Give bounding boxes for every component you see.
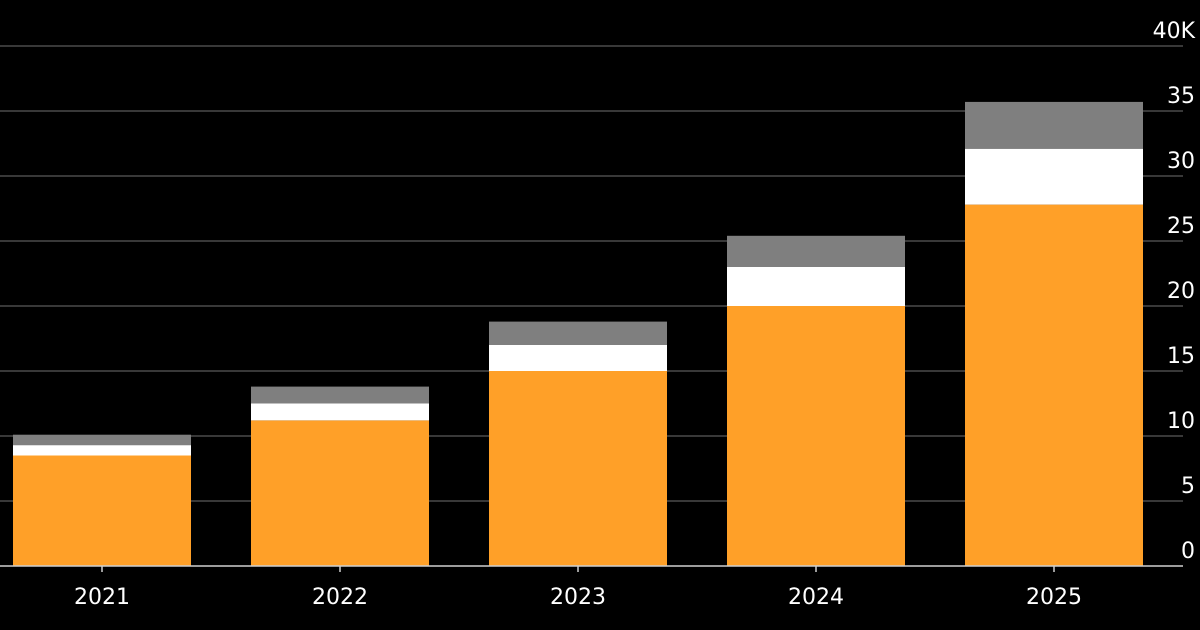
y-tick-label: 40K (1153, 19, 1196, 44)
x-tick-label: 2025 (1026, 585, 1082, 610)
bar-segment-2025-2 (965, 101, 1143, 149)
bar-segment-2024-1 (727, 267, 905, 306)
y-tick-label: 30 (1167, 149, 1195, 174)
x-tick-label: 2022 (312, 585, 368, 610)
bar-segment-2024-0 (727, 306, 905, 566)
x-tick-label: 2024 (788, 585, 844, 610)
x-axis: 2021 2022 2023 2024 2025 (74, 566, 1082, 610)
x-tick-label: 2023 (550, 585, 606, 610)
bar-segment-2021-2 (13, 434, 191, 446)
y-tick-label: 0 (1181, 539, 1195, 564)
bar-layer (13, 101, 1143, 566)
bar-segment-2021-0 (13, 455, 191, 566)
bar-segment-2025-1 (965, 148, 1143, 205)
bar-segment-2025-0 (965, 204, 1143, 566)
y-tick-label: 5 (1181, 474, 1195, 499)
bar-segment-2023-1 (489, 345, 667, 371)
bar-segment-2022-0 (251, 420, 429, 566)
bar-segment-2023-0 (489, 371, 667, 566)
y-tick-label: 25 (1167, 214, 1195, 239)
x-tick-label: 2021 (74, 585, 130, 610)
y-tick-label: 10 (1167, 409, 1195, 434)
bar-segment-2022-2 (251, 386, 429, 404)
y-tick-label: 15 (1167, 344, 1195, 369)
bar-segment-2022-1 (251, 403, 429, 421)
y-axis: 0 5 10 15 20 25 30 35 40K (1153, 19, 1196, 564)
y-tick-label: 20 (1167, 279, 1195, 304)
bar-segment-2024-2 (727, 235, 905, 267)
y-tick-label: 35 (1167, 84, 1195, 109)
bar-segment-2021-1 (13, 445, 191, 456)
bar-segment-2023-2 (489, 321, 667, 345)
